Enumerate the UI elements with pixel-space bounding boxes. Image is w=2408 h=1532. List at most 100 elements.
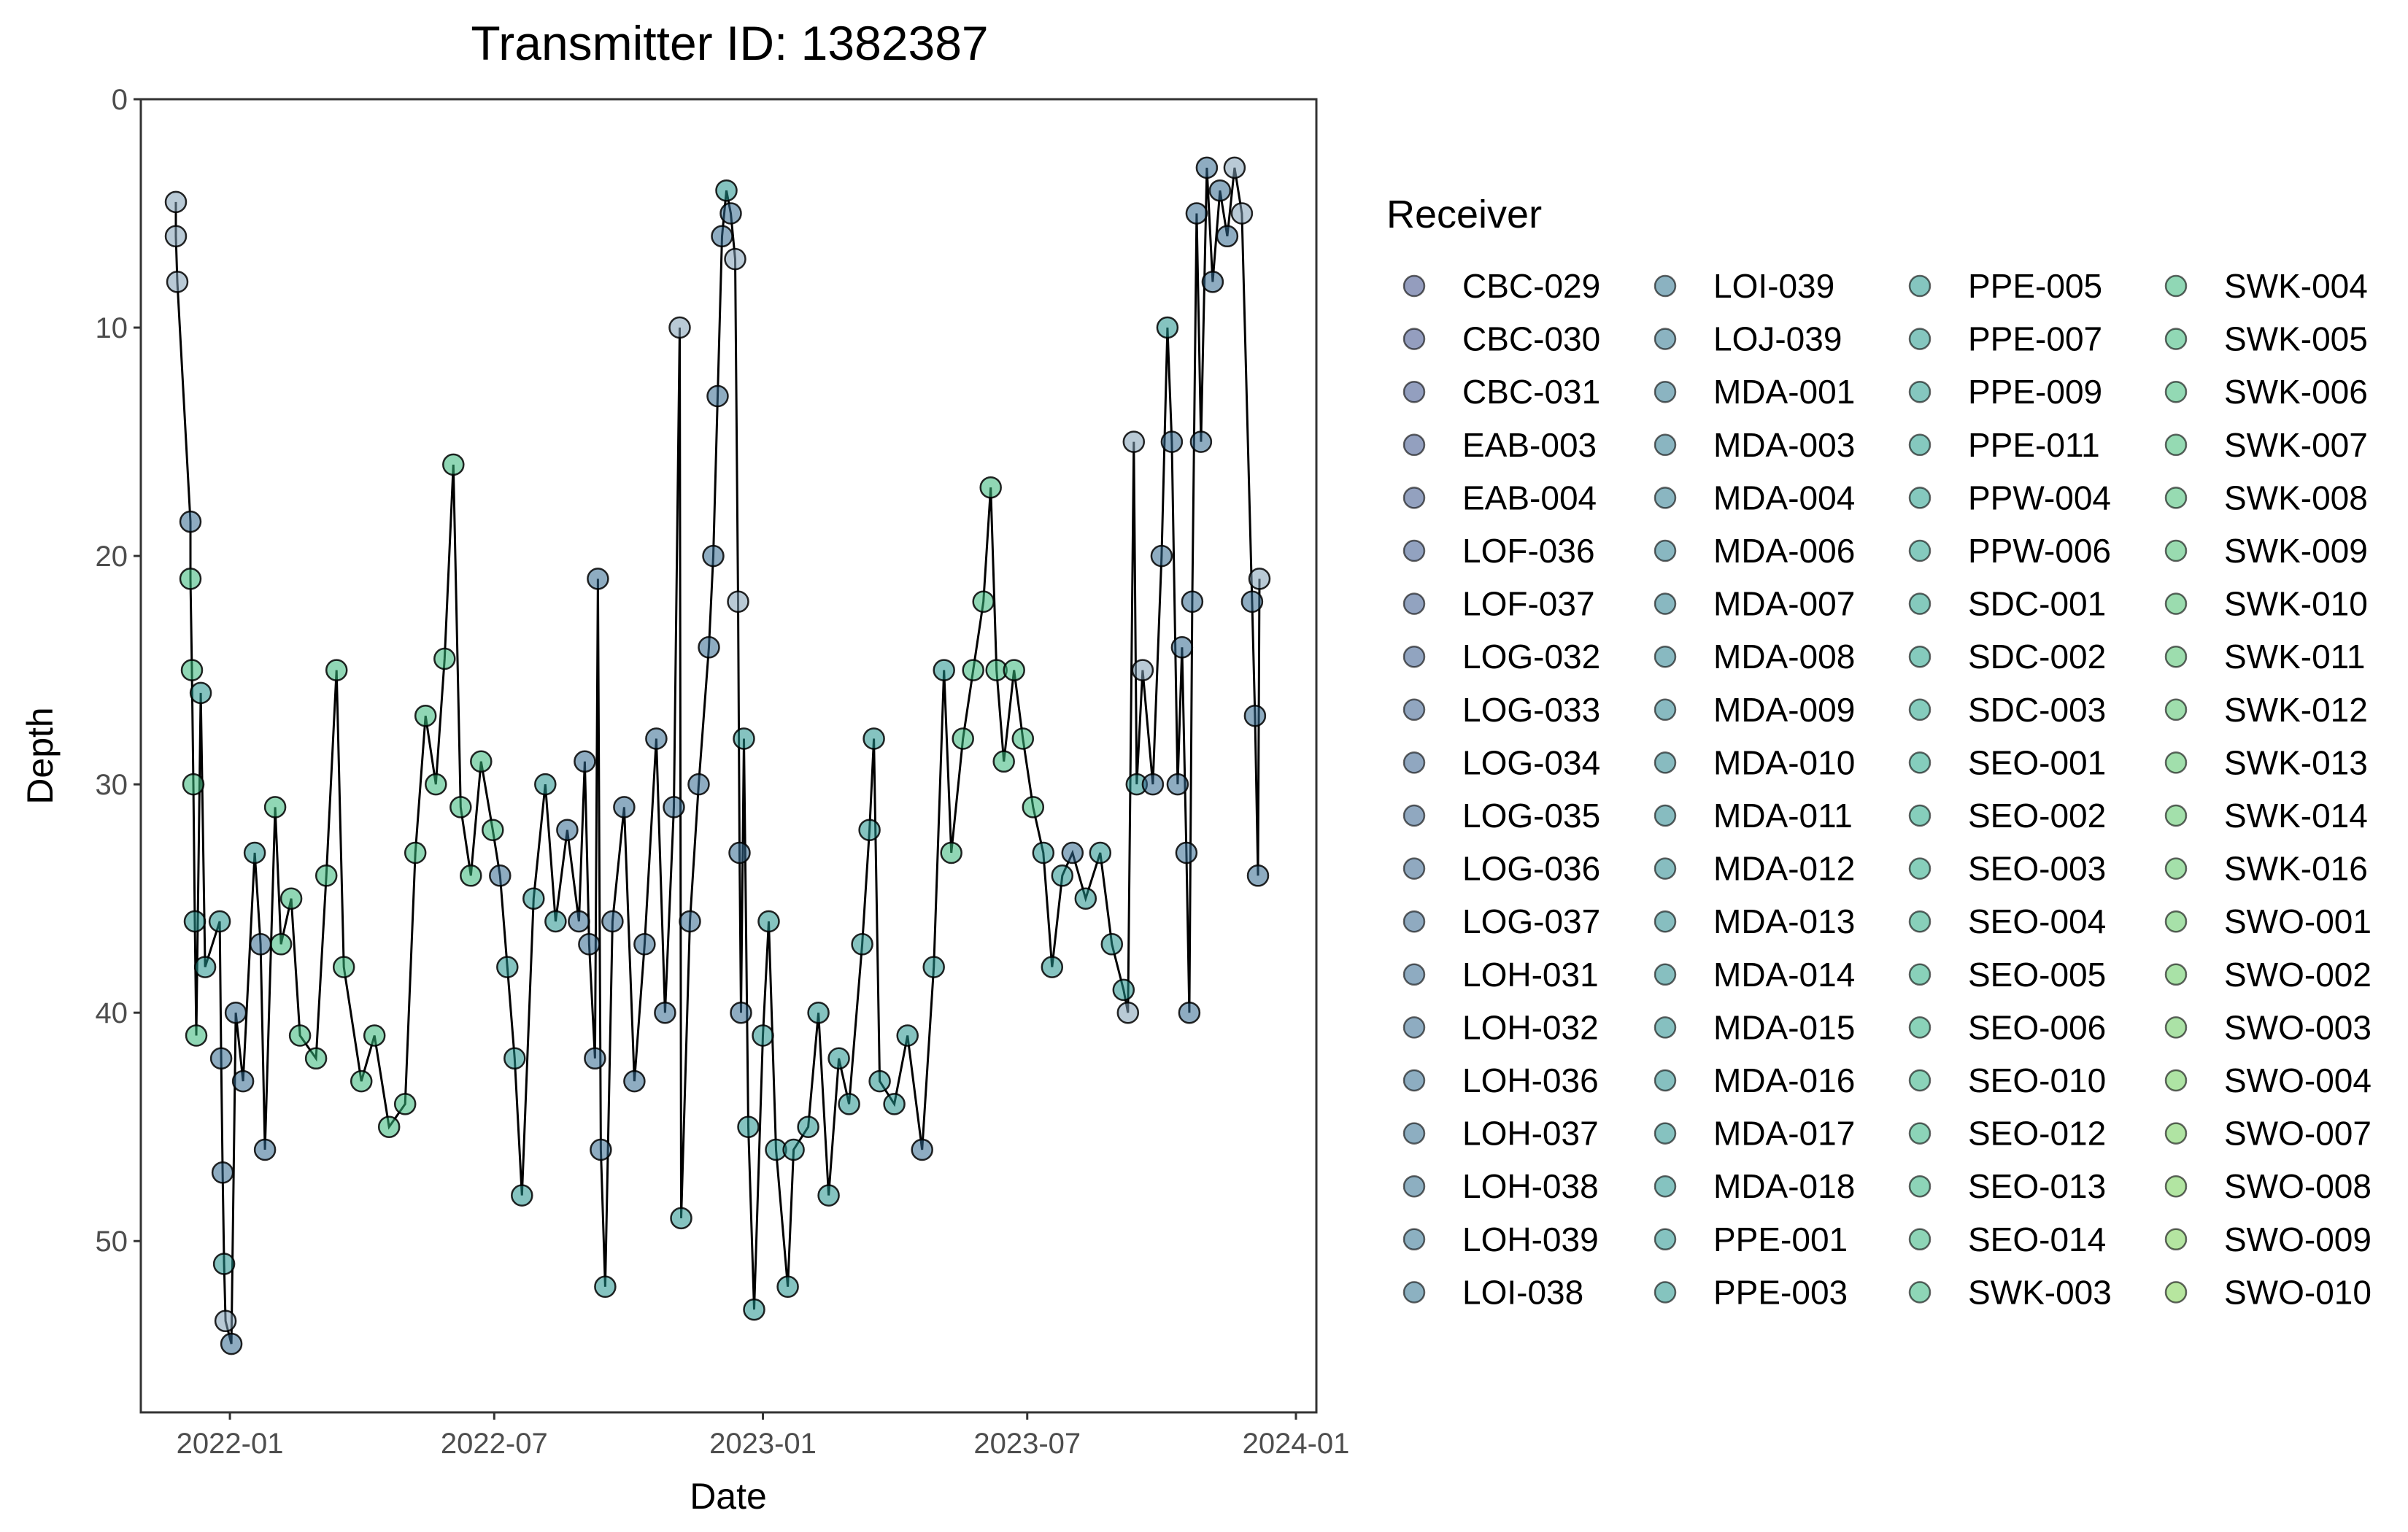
data-point bbox=[752, 1024, 774, 1047]
legend-label: SEO-002 bbox=[1968, 797, 2106, 835]
y-tick-label: 0 bbox=[112, 84, 128, 116]
legend-label: LOF-037 bbox=[1462, 585, 1595, 623]
data-point bbox=[962, 659, 984, 681]
legend-label: LOG-032 bbox=[1462, 638, 1600, 676]
data-point bbox=[613, 796, 636, 819]
legend-label: MDA-007 bbox=[1713, 585, 1855, 623]
data-point bbox=[727, 590, 749, 613]
legend-label: LOF-036 bbox=[1462, 532, 1595, 570]
data-point bbox=[911, 1138, 933, 1161]
legend-key bbox=[1402, 698, 1426, 721]
legend-label: MDA-003 bbox=[1713, 426, 1855, 464]
legend-key bbox=[2164, 380, 2188, 403]
data-point bbox=[858, 819, 881, 841]
data-point bbox=[568, 910, 590, 933]
y-tick-label: 10 bbox=[96, 312, 128, 344]
data-point bbox=[503, 1047, 526, 1070]
data-point bbox=[1178, 1001, 1201, 1024]
data-point bbox=[544, 910, 567, 933]
data-point bbox=[1181, 590, 1204, 613]
legend-key bbox=[1653, 857, 1677, 880]
legend-key bbox=[1908, 328, 1932, 350]
data-point bbox=[1195, 156, 1219, 179]
legend-key bbox=[1908, 274, 1932, 298]
data-point bbox=[679, 910, 701, 933]
data-point bbox=[224, 1001, 247, 1024]
legend-key bbox=[2164, 751, 2188, 774]
legend-key bbox=[1402, 645, 1426, 668]
y-tick-label: 40 bbox=[96, 997, 128, 1029]
legend-key bbox=[1402, 1069, 1426, 1092]
legend-key bbox=[1908, 487, 1932, 509]
data-point bbox=[687, 773, 710, 796]
data-point bbox=[1061, 841, 1084, 864]
legend-key bbox=[1402, 1228, 1426, 1251]
data-point bbox=[1041, 956, 1064, 978]
legend-key bbox=[1653, 328, 1677, 350]
legend-key bbox=[2164, 1016, 2188, 1039]
legend-key bbox=[1653, 1016, 1677, 1039]
data-point bbox=[449, 796, 472, 819]
legend-label: SWK-012 bbox=[2224, 691, 2368, 729]
data-point bbox=[1189, 430, 1213, 453]
legend-key bbox=[1908, 1228, 1932, 1251]
legend-key bbox=[2164, 1228, 2188, 1251]
data-point bbox=[807, 1001, 830, 1024]
legend-label: MDA-001 bbox=[1713, 373, 1855, 411]
legend-label: SWK-009 bbox=[2224, 532, 2368, 570]
data-point bbox=[1131, 659, 1154, 681]
legend-key bbox=[1653, 592, 1677, 615]
data-point bbox=[584, 1047, 606, 1070]
data-point bbox=[269, 933, 293, 956]
data-point bbox=[1208, 179, 1232, 202]
legend-key bbox=[1653, 1281, 1677, 1304]
y-axis: 0 10 20 30 40 50 bbox=[96, 84, 141, 1258]
data-point bbox=[940, 841, 962, 864]
data-point bbox=[1160, 430, 1184, 453]
legend-label: CBC-030 bbox=[1462, 320, 1600, 358]
data-point bbox=[433, 647, 456, 670]
data-point bbox=[743, 1298, 765, 1321]
legend-label: LOJ-039 bbox=[1713, 320, 1842, 358]
legend-label: PPW-006 bbox=[1968, 532, 2111, 570]
legend-label: PPE-007 bbox=[1968, 320, 2102, 358]
data-point bbox=[737, 1115, 760, 1138]
data-point bbox=[590, 1138, 612, 1161]
data-point bbox=[776, 1275, 799, 1299]
legend-label: MDA-013 bbox=[1713, 902, 1855, 940]
data-point bbox=[851, 933, 873, 956]
legend-key bbox=[2164, 857, 2188, 880]
legend-label: LOH-038 bbox=[1462, 1167, 1599, 1205]
legend-key bbox=[1402, 1016, 1426, 1039]
legend-label: SWK-005 bbox=[2224, 320, 2368, 358]
legend-key bbox=[1402, 487, 1426, 509]
legend-key bbox=[1402, 910, 1426, 933]
data-point bbox=[863, 727, 885, 750]
data-point bbox=[733, 727, 755, 750]
legend-label: MDA-018 bbox=[1713, 1167, 1855, 1205]
legend-label: SWK-016 bbox=[2224, 850, 2368, 888]
legend-label: LOG-036 bbox=[1462, 850, 1600, 888]
legend-key bbox=[1908, 592, 1932, 615]
data-point bbox=[164, 190, 188, 214]
legend-key bbox=[1653, 698, 1677, 721]
data-point bbox=[243, 841, 266, 864]
legend-label: LOG-037 bbox=[1462, 902, 1600, 940]
data-point bbox=[214, 1309, 237, 1333]
data-point bbox=[724, 247, 746, 271]
data-point bbox=[1248, 568, 1271, 590]
data-point bbox=[460, 864, 482, 887]
legend-label: SWO-009 bbox=[2224, 1220, 2372, 1258]
legend-label: SWK-014 bbox=[2224, 797, 2368, 835]
legend-key bbox=[1402, 751, 1426, 774]
legend-key bbox=[2164, 1122, 2188, 1145]
data-point bbox=[1100, 933, 1124, 956]
legend-label: SEO-003 bbox=[1968, 850, 2106, 888]
legend-label: SWO-004 bbox=[2224, 1061, 2372, 1099]
data-point bbox=[249, 933, 272, 956]
legend-label: LOG-034 bbox=[1462, 743, 1600, 781]
data-point bbox=[663, 796, 685, 819]
legend-key bbox=[1402, 1281, 1426, 1304]
data-point bbox=[522, 887, 545, 910]
legend-label: SEO-014 bbox=[1968, 1220, 2106, 1258]
